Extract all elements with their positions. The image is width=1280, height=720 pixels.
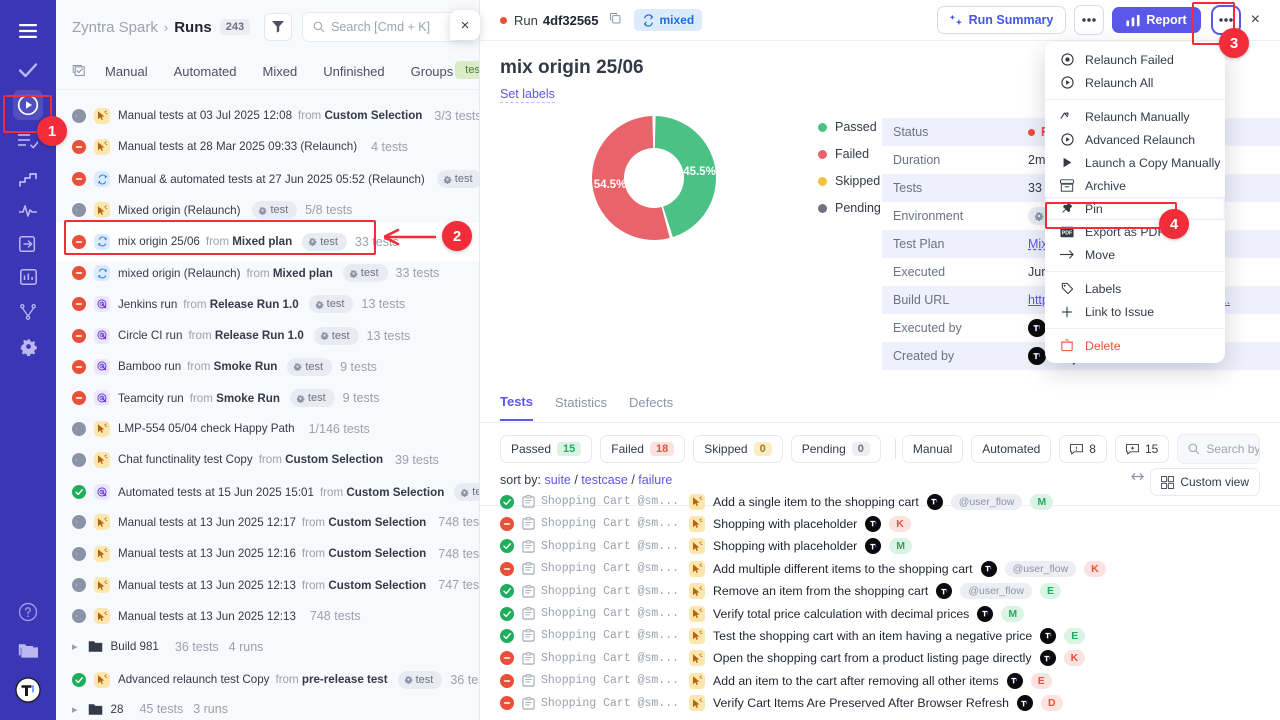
svg-text:45.5%: 45.5%: [683, 166, 716, 178]
svg-text:54.5%: 54.5%: [594, 179, 627, 191]
svg-text:PDF: PDF: [1062, 230, 1073, 236]
